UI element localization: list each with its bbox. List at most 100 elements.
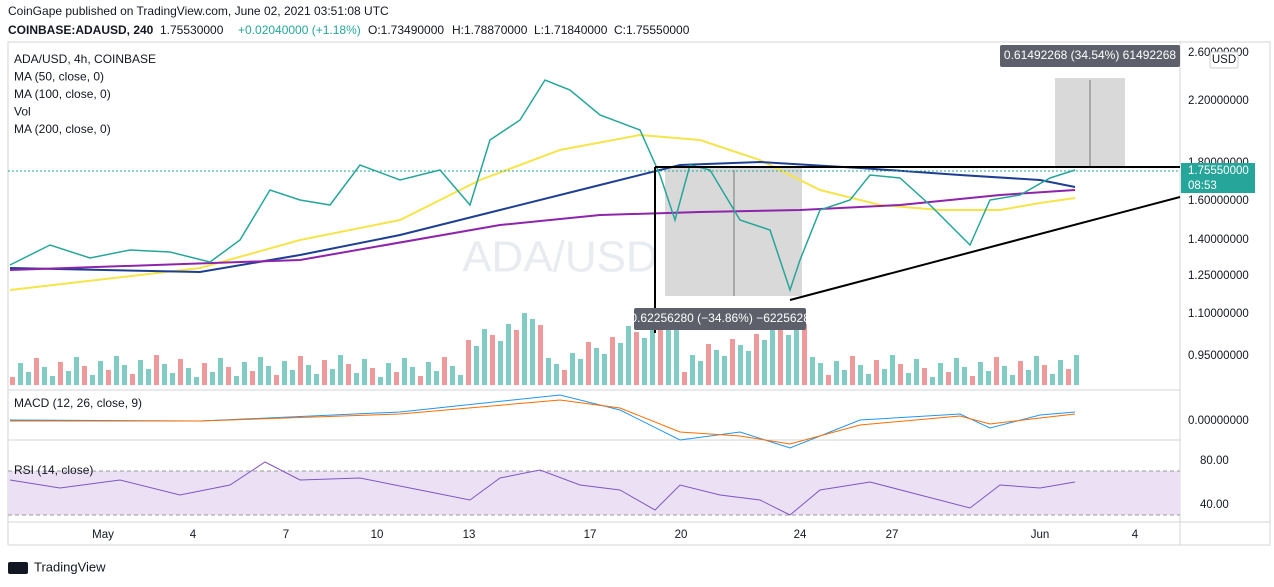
volume-bar: [82, 366, 87, 385]
rsi-band: [8, 471, 1180, 515]
volume-bar: [482, 329, 487, 385]
volume-bar: [346, 364, 351, 385]
rsi-axis-label: 80.00: [1200, 455, 1229, 467]
volume-bar: [1058, 360, 1063, 385]
price-axis-label: 1.10000000: [1188, 308, 1249, 320]
volume-bar: [42, 367, 47, 385]
volume-bar: [114, 356, 119, 385]
low: L:1.71840000: [534, 23, 608, 37]
volume-bar: [26, 372, 31, 385]
volume-bar: [514, 330, 519, 385]
volume-bar: [1066, 369, 1071, 385]
volume-bar: [530, 319, 535, 385]
time-axis-label: May: [92, 529, 114, 541]
volume-bar: [906, 373, 911, 385]
time-axis-label: 10: [371, 529, 384, 541]
volume-bar: [594, 348, 599, 385]
volume-bar: [674, 316, 679, 385]
volume-bar: [634, 332, 639, 385]
symbol: COINBASE:ADAUSD, 240: [8, 23, 154, 37]
price-tag-value: 1.75550000: [1188, 165, 1249, 177]
change: +0.02040000 (+1.18%): [238, 23, 361, 37]
volume-bar: [218, 358, 223, 385]
time-axis-label: 13: [463, 529, 476, 541]
measure-down-box: [634, 308, 806, 330]
price-axis-label: 0.95000000: [1188, 350, 1249, 362]
macd-label: MACD (12, 26, close, 9): [14, 396, 142, 410]
volume-bar: [666, 310, 671, 385]
high: H:1.78870000: [452, 23, 528, 37]
volume-bar: [194, 377, 199, 385]
volume-bar: [10, 377, 15, 385]
time-axis-label: 20: [675, 529, 688, 541]
price-tag: [1181, 163, 1255, 193]
volume-bar: [418, 376, 423, 385]
volume-bar: [442, 357, 447, 385]
volume-bar: [962, 367, 967, 385]
volume-bar: [714, 350, 719, 385]
volume-bar: [338, 355, 343, 385]
volume-bar: [578, 359, 583, 385]
macd-line: [9, 394, 1076, 449]
volume-bar: [546, 358, 551, 385]
price-axis-label: 2.20000000: [1188, 95, 1249, 107]
volume-bar: [658, 327, 663, 385]
legend-entry: MA (200, close, 0): [14, 122, 111, 136]
time-axis-label: 4: [190, 529, 197, 541]
volume-bar: [946, 372, 951, 385]
volume-bar: [370, 368, 375, 385]
volume-bar: [930, 377, 935, 385]
time-axis-label: 27: [886, 529, 899, 541]
volume-bar: [914, 359, 919, 385]
volume-bar: [586, 342, 591, 385]
volume-bar: [1002, 366, 1007, 385]
volume-bar: [754, 334, 759, 385]
volume-bar: [690, 355, 695, 385]
close: C:1.75550000: [614, 23, 690, 37]
volume-bar: [242, 362, 247, 385]
volume-bar: [362, 359, 367, 385]
volume-bar: [450, 366, 455, 385]
volume-bar: [1018, 361, 1023, 385]
measure-up-box: [1000, 45, 1180, 67]
volume-bar: [770, 323, 775, 385]
volume-bar: [34, 358, 39, 385]
time-axis-label: 24: [794, 529, 807, 541]
volume-bar: [138, 360, 143, 385]
volume-bar: [570, 353, 575, 385]
volume-bar: [1010, 375, 1015, 385]
volume-bar: [602, 354, 607, 385]
volume-bar: [130, 374, 135, 385]
volume-bar: [458, 375, 463, 385]
volume-bar: [234, 376, 239, 385]
volume-bar: [74, 357, 79, 385]
volume-bar: [146, 369, 151, 385]
logo: [8, 562, 28, 574]
volume-bar: [538, 325, 543, 385]
volume-bar: [802, 324, 807, 385]
macd-signal: [10, 399, 1076, 445]
volume-bar: [682, 372, 687, 385]
time-axis-label: 4: [1132, 529, 1139, 541]
volume-bar: [186, 368, 191, 385]
price-axis-label: 1.60000000: [1188, 195, 1249, 207]
price-tag-countdown: 08:53: [1188, 180, 1217, 192]
volume-bar: [322, 360, 327, 385]
volume-bar: [850, 356, 855, 385]
volume-bar: [98, 361, 103, 385]
volume-bar: [178, 359, 183, 385]
volume-bar: [434, 371, 439, 385]
volume-bar: [978, 362, 983, 385]
rsi-line: [9, 461, 1076, 516]
volume-bar: [626, 326, 631, 385]
volume-bar: [226, 367, 231, 385]
volume-bar: [970, 376, 975, 385]
legend-entry: ADA/USD, 4h, COINBASE: [14, 52, 156, 66]
volume-bar: [50, 376, 55, 385]
volume-bar: [642, 338, 647, 385]
volume-bar: [786, 335, 791, 385]
volume-bar: [922, 368, 927, 385]
volume-bar: [1042, 365, 1047, 385]
volume-bar: [698, 361, 703, 385]
watermark: ADA/USD: [462, 233, 658, 282]
